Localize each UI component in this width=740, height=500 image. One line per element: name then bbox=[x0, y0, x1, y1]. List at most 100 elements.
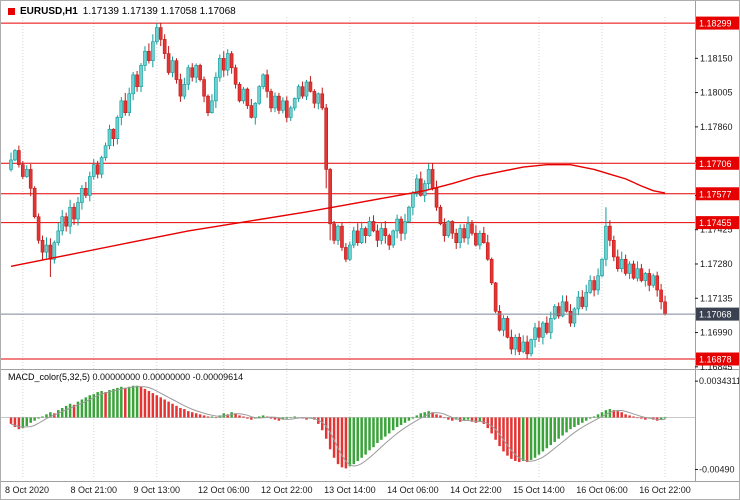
x-axis-label[interactable]: 8 Oct 2020 bbox=[5, 485, 49, 495]
macd-histogram-bar bbox=[305, 417, 308, 420]
candle bbox=[584, 292, 589, 307]
macd-histogram-bar bbox=[391, 417, 395, 431]
macd-histogram-bar bbox=[533, 417, 537, 458]
macd-axis-label[interactable]: 0.0034311 bbox=[699, 376, 740, 386]
x-axis-label[interactable]: 13 Oct 14:00 bbox=[324, 485, 376, 495]
candle bbox=[631, 263, 636, 279]
macd-histogram-bar bbox=[636, 417, 639, 419]
candle bbox=[379, 228, 384, 241]
macd-histogram-bar bbox=[171, 403, 174, 418]
candle bbox=[127, 93, 131, 113]
x-axis-label[interactable]: 12 Oct 06:00 bbox=[198, 485, 250, 495]
candle bbox=[375, 230, 380, 241]
macd-histogram-bar bbox=[289, 417, 292, 419]
candle bbox=[525, 341, 529, 355]
macd-histogram-bar bbox=[549, 417, 553, 446]
candle bbox=[454, 232, 459, 244]
candle bbox=[99, 157, 104, 175]
macd-histogram-bar bbox=[470, 417, 474, 422]
x-axis-label[interactable]: 15 Oct 14:00 bbox=[513, 485, 565, 495]
x-axis-label[interactable]: 16 Oct 22:00 bbox=[639, 485, 691, 495]
macd-histogram-bar bbox=[72, 404, 76, 418]
candle bbox=[489, 258, 494, 284]
candle bbox=[478, 232, 482, 246]
price-level-badge bbox=[696, 216, 739, 230]
candle bbox=[521, 341, 526, 352]
x-axis-label[interactable]: 8 Oct 21:00 bbox=[70, 485, 117, 495]
candle bbox=[430, 169, 435, 189]
macd-histogram-bar bbox=[498, 417, 501, 447]
candle bbox=[462, 228, 466, 239]
candle bbox=[418, 178, 423, 196]
macd-histogram-bar bbox=[537, 417, 541, 455]
x-axis-label[interactable]: 9 Oct 13:00 bbox=[134, 485, 181, 495]
candle bbox=[158, 27, 163, 40]
x-axis-label[interactable]: 16 Oct 06:00 bbox=[576, 485, 628, 495]
macd-histogram-bar bbox=[143, 388, 147, 418]
candle bbox=[273, 95, 277, 109]
macd-histogram-bar bbox=[41, 416, 44, 418]
macd-histogram-bar bbox=[415, 415, 419, 418]
candle bbox=[139, 65, 143, 87]
y-axis-label[interactable]: 1.18150 bbox=[700, 53, 733, 63]
macd-histogram-bar bbox=[234, 413, 237, 418]
macd-histogram-bar bbox=[324, 417, 328, 439]
macd-histogram-bar bbox=[29, 417, 32, 423]
candle bbox=[84, 188, 88, 196]
candle bbox=[422, 183, 427, 196]
macd-histogram-bar bbox=[238, 415, 241, 418]
x-axis-label[interactable]: 12 Oct 22:00 bbox=[261, 485, 313, 495]
macd-histogram-bar bbox=[64, 405, 68, 418]
macd-histogram-bar bbox=[395, 417, 399, 428]
y-axis-label[interactable]: 1.17280 bbox=[700, 259, 733, 269]
candle bbox=[52, 242, 57, 260]
macd-histogram-bar bbox=[116, 387, 119, 418]
macd-histogram-bar bbox=[135, 385, 139, 418]
x-axis-label[interactable]: 14 Oct 06:00 bbox=[387, 485, 439, 495]
macd-histogram-bar bbox=[344, 417, 348, 469]
candle bbox=[277, 95, 281, 111]
macd-histogram-bar bbox=[399, 417, 403, 425]
macd-histogram-bar bbox=[541, 417, 545, 452]
candle bbox=[119, 100, 124, 118]
macd-histogram-bar bbox=[600, 412, 604, 418]
y-axis-label[interactable]: 1.17425 bbox=[700, 225, 733, 235]
candle bbox=[545, 322, 549, 333]
candle bbox=[151, 41, 155, 61]
y-axis-label[interactable]: 1.18005 bbox=[700, 88, 733, 98]
macd-histogram-bar bbox=[226, 414, 229, 418]
candle bbox=[564, 301, 569, 312]
current-price-badge bbox=[696, 307, 739, 321]
candle bbox=[600, 258, 604, 277]
candle bbox=[387, 235, 392, 246]
candle bbox=[40, 240, 45, 253]
macd-histogram-bar bbox=[84, 397, 88, 418]
x-axis-label[interactable]: 14 Oct 22:00 bbox=[450, 485, 502, 495]
candle bbox=[32, 188, 37, 218]
macd-histogram-bar bbox=[202, 415, 206, 418]
macd-histogram-bar bbox=[206, 416, 210, 418]
candle bbox=[147, 50, 151, 61]
macd-histogram-bar bbox=[60, 407, 64, 418]
candle bbox=[596, 275, 600, 291]
candle bbox=[206, 95, 210, 113]
candle bbox=[395, 218, 399, 232]
macd-histogram-bar bbox=[88, 395, 92, 418]
y-axis-label[interactable]: 1.17135 bbox=[700, 293, 733, 303]
macd-histogram-bar bbox=[120, 386, 123, 418]
candle bbox=[458, 228, 462, 244]
y-axis-label[interactable]: 1.16845 bbox=[700, 362, 733, 372]
candle bbox=[568, 310, 573, 324]
candle bbox=[214, 76, 218, 102]
candle bbox=[218, 58, 222, 78]
candle bbox=[304, 81, 309, 97]
y-axis-label[interactable]: 1.16990 bbox=[700, 328, 733, 338]
macd-axis-label[interactable]: -0.00490 bbox=[699, 464, 735, 474]
candle bbox=[91, 164, 96, 177]
macd-histogram-bar bbox=[364, 417, 367, 455]
candle bbox=[627, 263, 632, 274]
y-axis-label[interactable]: 1.17860 bbox=[700, 122, 733, 132]
macd-histogram-bar bbox=[443, 417, 446, 419]
candle bbox=[202, 79, 206, 97]
